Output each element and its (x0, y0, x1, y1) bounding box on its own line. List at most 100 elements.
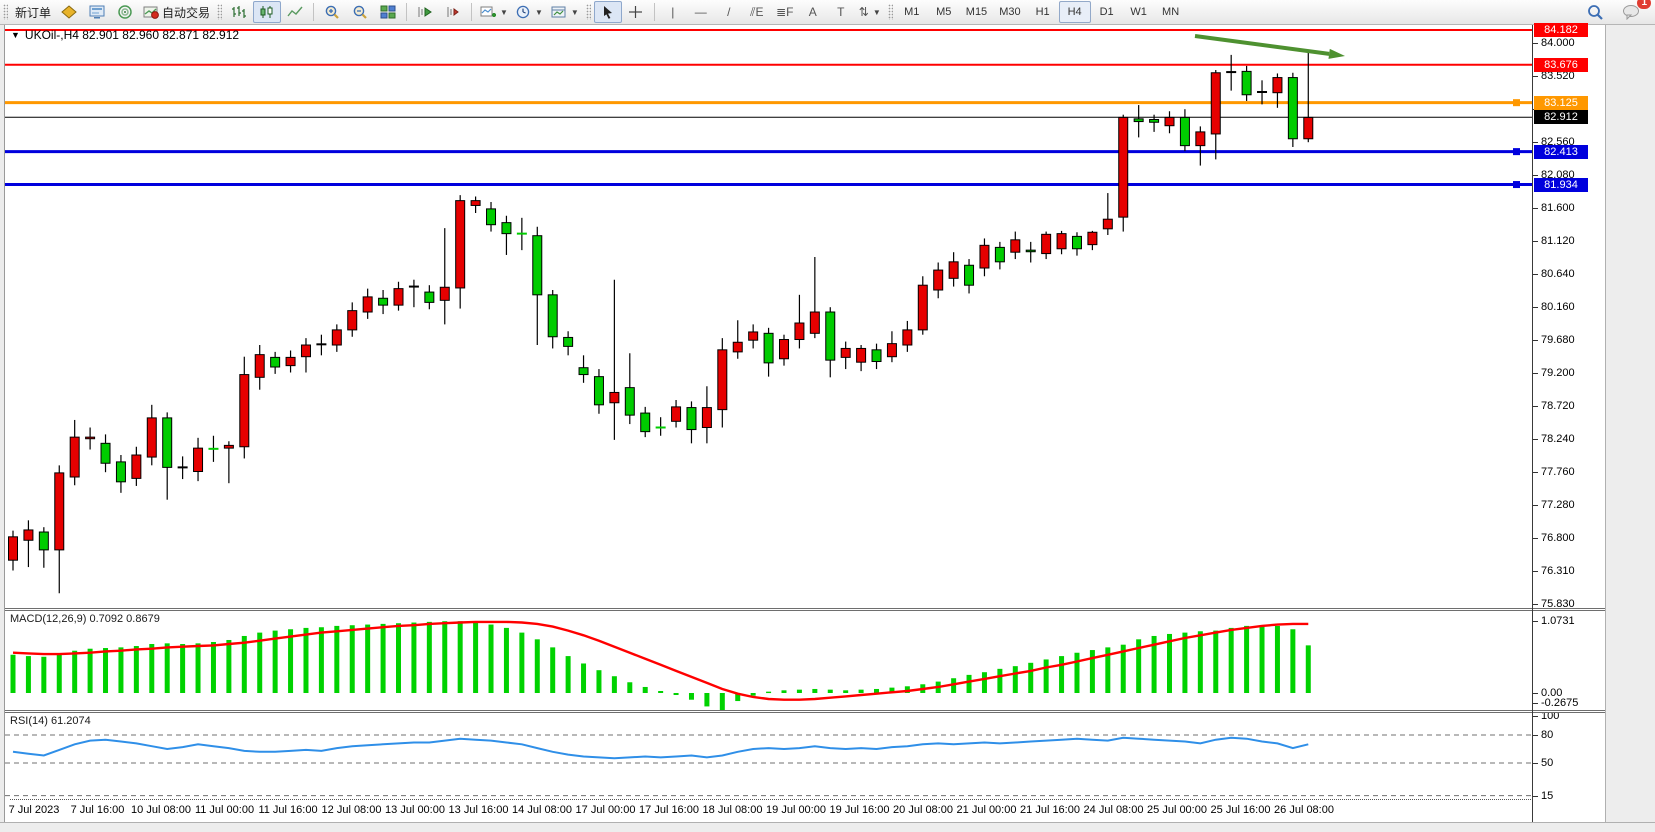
time-axis-label: 21 Jul 16:00 (1020, 804, 1080, 816)
time-axis-label: 11 Jul 16:00 (258, 804, 318, 816)
macd-histogram-bar (658, 690, 664, 693)
arrows-tool[interactable]: ⇅ ▼ (858, 5, 881, 19)
candle-body (69, 436, 80, 478)
macd-histogram-bar (966, 674, 972, 693)
macd-pane[interactable]: MACD(12,26,9) 0.7092 0.8679 (5, 611, 1532, 712)
line-chart-icon (287, 5, 303, 19)
notifications-button[interactable]: 1 (1617, 0, 1651, 23)
toolbar-grip[interactable] (3, 4, 8, 20)
candle-body (640, 412, 651, 433)
macd-histogram-bar (1274, 625, 1280, 693)
toolbar-grip[interactable] (887, 4, 893, 20)
cursor-tool-button[interactable] (593, 1, 622, 23)
window-left-edge (0, 25, 5, 822)
macd-chart[interactable] (5, 611, 1532, 712)
candle-body (1133, 118, 1144, 123)
timeframe-h1[interactable]: H1 (1035, 6, 1050, 18)
bar-chart-mode-button[interactable] (225, 1, 253, 23)
time-axis-label: 7 Jul 16:00 (70, 804, 125, 816)
macd-histogram-bar (796, 689, 802, 693)
candle-body (624, 387, 635, 416)
rsi-pane-divider[interactable] (5, 710, 1604, 713)
rsi-pane[interactable]: RSI(14) 61.2074 (5, 713, 1532, 799)
candle-body (100, 442, 111, 464)
timeframe-m15[interactable]: M15 (965, 6, 988, 18)
macd-histogram-bar (889, 687, 895, 693)
macd-histogram-bar (581, 663, 587, 693)
tile-windows-button[interactable] (374, 1, 402, 23)
macd-histogram-bar (1290, 629, 1296, 693)
macd-histogram-bar (72, 650, 78, 693)
rsi-chart[interactable] (5, 713, 1532, 799)
horizontal-line-tool[interactable]: — (694, 5, 707, 19)
new-chart-button[interactable]: ▼ (476, 1, 512, 23)
notification-badge: 1 (1637, 0, 1651, 9)
timeframe-d1[interactable]: D1 (1099, 6, 1114, 18)
search-button[interactable] (1581, 1, 1609, 23)
timeframe-mn[interactable]: MN (1162, 6, 1180, 18)
chart-shift-button[interactable] (439, 1, 467, 23)
time-axis-label: 25 Jul 00:00 (1147, 804, 1207, 816)
timeframe-m30[interactable]: M30 (999, 6, 1021, 18)
macd-axis-label: 0.00 (1532, 687, 1563, 699)
macd-pane-divider[interactable] (5, 608, 1604, 611)
macd-histogram-bar (365, 624, 371, 693)
equidistant-channel-tool[interactable]: ⫽E (750, 4, 764, 19)
collapse-arrow-icon[interactable]: ▼ (11, 30, 20, 40)
new-order-button[interactable]: 新订单 (11, 1, 55, 23)
navigator-button[interactable] (111, 1, 139, 23)
periods-button[interactable]: ▼ (512, 1, 547, 23)
candle-body (886, 343, 897, 358)
fibonacci-tool[interactable]: ≣F (776, 5, 794, 19)
candlestick-mode-button[interactable] (253, 1, 282, 23)
price-axis-tick: 82.080 (1533, 168, 1575, 181)
vertical-line-tool[interactable]: | (671, 5, 675, 19)
time-axis-label: 26 Jul 08:00 (1274, 804, 1334, 816)
macd-histogram-bar (781, 690, 787, 693)
time-axis[interactable]: 7 Jul 2023 7 Jul 16:00 10 Jul 08:00 11 Jul … (9, 799, 1537, 823)
timeframe-m5[interactable]: M5 (936, 6, 952, 18)
market-watch-button[interactable] (55, 1, 83, 23)
timeframe-w1[interactable]: W1 (1130, 6, 1147, 18)
candle-body (131, 454, 142, 479)
macd-histogram-bar (318, 627, 324, 693)
timeframe-h4[interactable]: H4 (1058, 1, 1091, 23)
cursor-icon (602, 5, 614, 19)
candle-body (23, 529, 34, 541)
candle-body (578, 367, 589, 376)
macd-histogram-bar (1213, 630, 1219, 693)
text-label-tool[interactable]: T (837, 5, 845, 19)
macd-histogram-bar (303, 627, 309, 693)
crosshair-tool-button[interactable] (622, 1, 650, 23)
chevron-down-icon: ▼ (872, 7, 881, 17)
text-tool[interactable]: A (808, 5, 817, 19)
auto-scroll-button[interactable] (411, 1, 439, 23)
candle-body (933, 269, 944, 291)
macd-histogram-bar (1120, 644, 1126, 693)
trendline-tool[interactable]: / (727, 5, 731, 19)
candle-body (331, 329, 342, 346)
candle-body (8, 536, 18, 561)
price-axis-tick: 78.720 (1533, 399, 1575, 412)
zoom-in-button[interactable] (318, 1, 346, 23)
macd-histogram-bar (334, 625, 340, 693)
auto-trading-label: 自动交易 (162, 5, 211, 20)
toolbar-grip[interactable] (585, 4, 591, 20)
macd-histogram-bar (611, 676, 617, 693)
templates-button[interactable]: ▼ (547, 1, 583, 23)
timeframe-m1[interactable]: M1 (904, 6, 920, 18)
macd-histogram-bar (812, 688, 818, 693)
price-axis[interactable]: 84.00083.52083.04082.56082.08081.60081.1… (1532, 22, 1605, 822)
candle-body (1164, 116, 1175, 127)
candle-body (1071, 235, 1082, 250)
toolbar-grip[interactable] (217, 4, 223, 20)
candlestick-chart[interactable] (5, 25, 1532, 608)
auto-trading-button[interactable]: 自动交易 (139, 1, 214, 23)
data-window-button[interactable] (83, 1, 111, 23)
macd-histogram-bar (1244, 625, 1250, 693)
price-level-badge: 81.934 (1534, 177, 1588, 192)
zoom-out-button[interactable] (346, 1, 374, 23)
line-chart-mode-button[interactable] (281, 1, 309, 23)
main-chart-pane[interactable]: ▼ UKOil-,H4 82.901 82.960 82.871 82.912 (5, 25, 1532, 608)
